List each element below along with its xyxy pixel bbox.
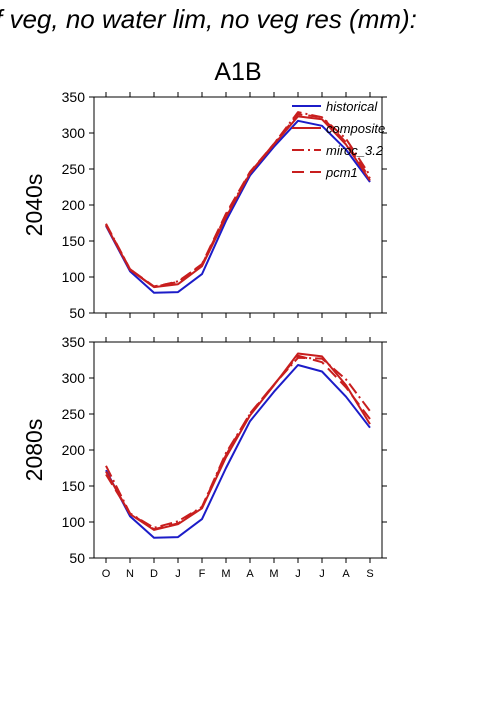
y-tick-label: 100 — [62, 269, 86, 285]
y-tick-label: 200 — [62, 442, 86, 458]
y-tick-label: 100 — [62, 514, 86, 530]
x-tick-label: J — [295, 568, 301, 580]
y-tick-label: 50 — [69, 305, 85, 321]
panels: 50 100 150 200 250 300 350 2040s historical compo… — [21, 89, 387, 580]
y-tick-label: 250 — [62, 161, 86, 177]
x-tick-label: J — [319, 568, 325, 580]
series-line-historical — [105, 119, 371, 294]
series-line-pcm1 — [105, 113, 371, 288]
x-tick-label: M — [269, 568, 278, 580]
x-tick-label: J — [175, 568, 181, 580]
legend-label: miroc_3.2 — [326, 143, 384, 158]
y-tick-label: 150 — [62, 233, 86, 249]
y-tick-label: 200 — [62, 197, 86, 213]
x-tick-label: D — [150, 568, 158, 580]
figure-title: f veg, no water lim, no veg res (mm): — [0, 4, 417, 34]
legend: historical composite miroc_3.2 pcm1 — [292, 99, 385, 180]
y-axis-label: 2080s — [21, 419, 47, 482]
series-line-composite — [105, 115, 371, 289]
y-axis-label: 2040s — [21, 174, 47, 237]
x-tick-label: F — [199, 568, 206, 580]
y-tick-label: 300 — [62, 370, 86, 386]
series-line-pcm1 — [105, 354, 371, 531]
x-tick-label: M — [221, 568, 230, 580]
x-tick-label: O — [102, 568, 111, 580]
y-tick-label: 50 — [69, 550, 85, 566]
y-tick-label: 300 — [62, 125, 86, 141]
x-tick-label: S — [366, 568, 373, 580]
series-line-historical — [105, 364, 371, 539]
x-tick-label: A — [246, 568, 254, 580]
scenario-title: A1B — [214, 58, 261, 86]
x-tick-label: N — [126, 568, 134, 580]
y-tick-label: 150 — [62, 478, 86, 494]
legend-label: pcm1 — [325, 165, 358, 180]
x-tick-label: A — [342, 568, 350, 580]
chart-panel-2: 50 100 150 200 250 300 350 O N D J F M A M J J A S 2080s — [21, 334, 387, 580]
y-tick-label: 350 — [62, 89, 86, 105]
chart-panel-1: 50 100 150 200 250 300 350 2040s historical compo… — [21, 89, 387, 321]
series-line-miroc-3-2 — [105, 356, 371, 529]
legend-label: composite — [326, 121, 385, 136]
y-tick-label: 350 — [62, 334, 86, 350]
y-tick-label: 250 — [62, 406, 86, 422]
legend-label: historical — [326, 99, 378, 114]
